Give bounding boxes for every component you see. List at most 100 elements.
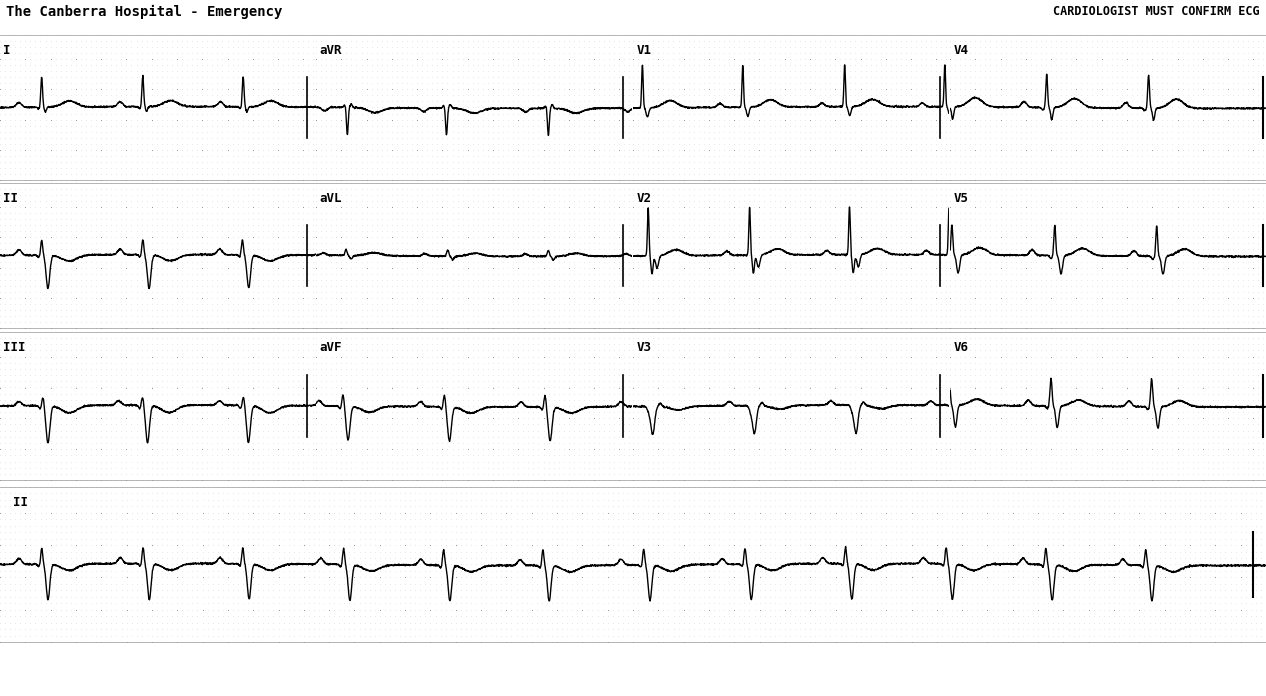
Point — [1000, 250, 1020, 261]
Point — [881, 585, 901, 596]
Point — [836, 450, 856, 461]
Point — [932, 617, 952, 628]
Point — [467, 363, 487, 374]
Point — [162, 202, 182, 213]
Point — [896, 382, 917, 393]
Point — [1208, 60, 1228, 71]
Point — [182, 456, 203, 467]
Point — [724, 90, 744, 101]
Point — [367, 207, 387, 219]
Point — [841, 274, 861, 285]
Point — [1127, 425, 1147, 436]
Point — [1162, 250, 1182, 261]
Point — [780, 177, 800, 189]
Point — [132, 60, 152, 71]
Point — [584, 132, 604, 143]
Point — [1031, 84, 1051, 95]
Point — [116, 539, 137, 551]
Point — [901, 432, 922, 443]
Point — [1117, 184, 1137, 195]
Point — [881, 268, 901, 279]
Point — [304, 35, 324, 47]
Point — [284, 585, 304, 596]
Point — [1066, 443, 1086, 454]
Point — [457, 326, 477, 338]
Point — [643, 60, 663, 71]
Point — [248, 559, 268, 570]
Point — [836, 533, 856, 544]
Point — [1000, 475, 1020, 486]
Point — [5, 310, 25, 322]
Point — [619, 357, 639, 368]
Point — [477, 326, 498, 338]
Point — [532, 514, 552, 525]
Point — [719, 475, 739, 486]
Point — [648, 84, 668, 95]
Point — [425, 553, 446, 564]
Point — [851, 168, 871, 180]
Point — [623, 262, 643, 273]
Point — [142, 162, 162, 173]
Point — [187, 394, 208, 405]
Point — [197, 488, 218, 499]
Point — [663, 177, 684, 189]
Point — [477, 196, 498, 207]
Point — [780, 527, 800, 538]
Point — [61, 363, 81, 374]
Point — [1122, 250, 1142, 261]
Point — [329, 578, 349, 590]
Point — [442, 175, 462, 186]
Point — [734, 376, 755, 387]
Point — [152, 326, 172, 338]
Point — [127, 268, 147, 279]
Point — [668, 527, 689, 538]
Point — [995, 310, 1015, 322]
Point — [765, 450, 785, 461]
Point — [960, 150, 980, 161]
Point — [876, 47, 896, 58]
Point — [91, 475, 111, 486]
Point — [382, 78, 403, 89]
Point — [46, 437, 66, 448]
Point — [653, 565, 674, 576]
Point — [243, 432, 263, 443]
Point — [401, 60, 422, 71]
Point — [965, 189, 985, 200]
Point — [886, 539, 906, 551]
Point — [316, 292, 337, 303]
Point — [279, 363, 299, 374]
Point — [532, 533, 552, 544]
Point — [311, 333, 332, 344]
Point — [785, 60, 805, 71]
Point — [432, 114, 452, 125]
Point — [157, 96, 177, 107]
Point — [689, 382, 709, 393]
Point — [795, 322, 815, 333]
Point — [755, 539, 775, 551]
Point — [1063, 565, 1084, 576]
Point — [709, 317, 729, 328]
Point — [122, 184, 142, 195]
Point — [1043, 624, 1063, 635]
Point — [177, 565, 197, 576]
Point — [223, 47, 243, 58]
Point — [1099, 604, 1119, 615]
Point — [851, 299, 871, 310]
Point — [714, 299, 734, 310]
Point — [939, 292, 960, 303]
Point — [937, 507, 957, 519]
Point — [273, 572, 294, 583]
Point — [558, 144, 579, 155]
Point — [344, 559, 365, 570]
Point — [299, 286, 319, 297]
Point — [162, 90, 182, 101]
Point — [760, 514, 780, 525]
Point — [503, 47, 523, 58]
Point — [1124, 533, 1144, 544]
Point — [391, 376, 411, 387]
Point — [755, 65, 775, 77]
Point — [1094, 546, 1114, 557]
Point — [432, 333, 452, 344]
Point — [1256, 572, 1266, 583]
Point — [573, 102, 594, 113]
